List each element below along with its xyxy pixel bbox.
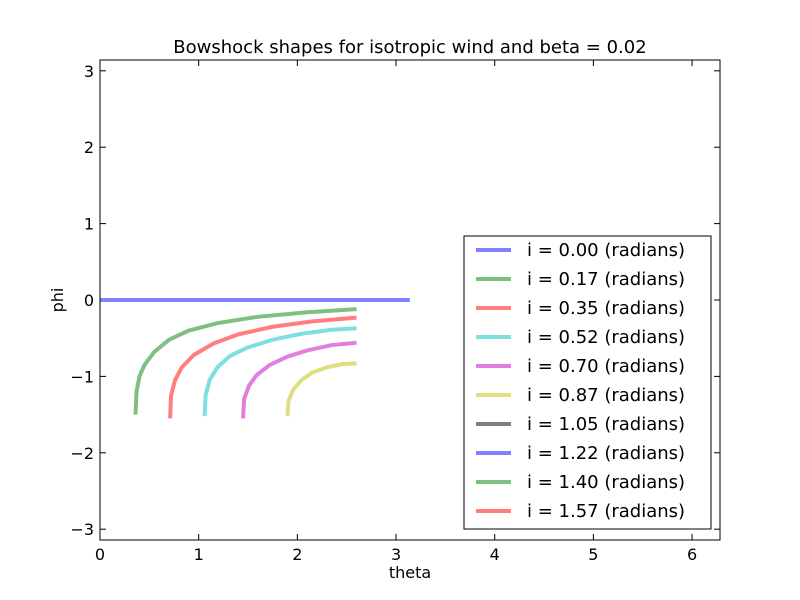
legend-items: i = 0.00 (radians) i = 0.17 (radians) i = …	[476, 240, 685, 522]
x-tick-label: 3	[391, 545, 401, 564]
chart-title: Bowshock shapes for isotropic wind and b…	[173, 37, 646, 58]
y-tick-label: 2	[84, 138, 94, 157]
legend-label: i = 1.57 (radians)	[527, 501, 685, 522]
plot-border	[99, 59, 721, 541]
x-tick-label: 6	[687, 545, 697, 564]
series-layer	[100, 298, 410, 419]
x-axis-label: theta	[389, 563, 431, 582]
x-tick-label: 0	[95, 545, 105, 564]
legend-label: i = 1.05 (radians)	[527, 414, 685, 435]
series-line-4	[241, 340, 357, 419]
y-tick-label: 3	[84, 62, 94, 81]
y-tick-label: 1	[84, 215, 94, 234]
y-tick-label: −1	[70, 367, 94, 386]
legend-label: i = 0.17 (radians)	[527, 269, 685, 290]
series-line-1	[133, 307, 357, 415]
legend-label: i = 1.40 (radians)	[527, 472, 685, 493]
y-tick-label: −3	[70, 520, 94, 539]
series-line-5	[285, 361, 357, 417]
x-axis-ticks: 0 1 2 3 4 5 6	[95, 60, 697, 564]
legend-label: i = 0.87 (radians)	[527, 385, 685, 406]
y-tick-label: −2	[70, 444, 94, 463]
legend: i = 0.00 (radians) i = 0.17 (radians) i = …	[463, 235, 712, 530]
legend-label: i = 0.35 (radians)	[527, 298, 685, 319]
x-tick-label: 4	[490, 545, 500, 564]
y-tick-label: 0	[84, 291, 94, 310]
x-tick-label: 5	[588, 545, 598, 564]
legend-label: i = 1.22 (radians)	[527, 443, 685, 464]
y-axis-label: phi	[48, 288, 67, 313]
legend-label: i = 0.00 (radians)	[527, 240, 685, 261]
series-line-2	[168, 315, 357, 419]
x-tick-label: 2	[292, 545, 302, 564]
legend-label: i = 0.70 (radians)	[527, 356, 685, 377]
y-axis-ticks: −3 −2 −1 0 1 2 3	[70, 62, 720, 539]
series-line-3	[202, 326, 357, 417]
x-tick-label: 1	[194, 545, 204, 564]
legend-label: i = 0.52 (radians)	[527, 327, 685, 348]
